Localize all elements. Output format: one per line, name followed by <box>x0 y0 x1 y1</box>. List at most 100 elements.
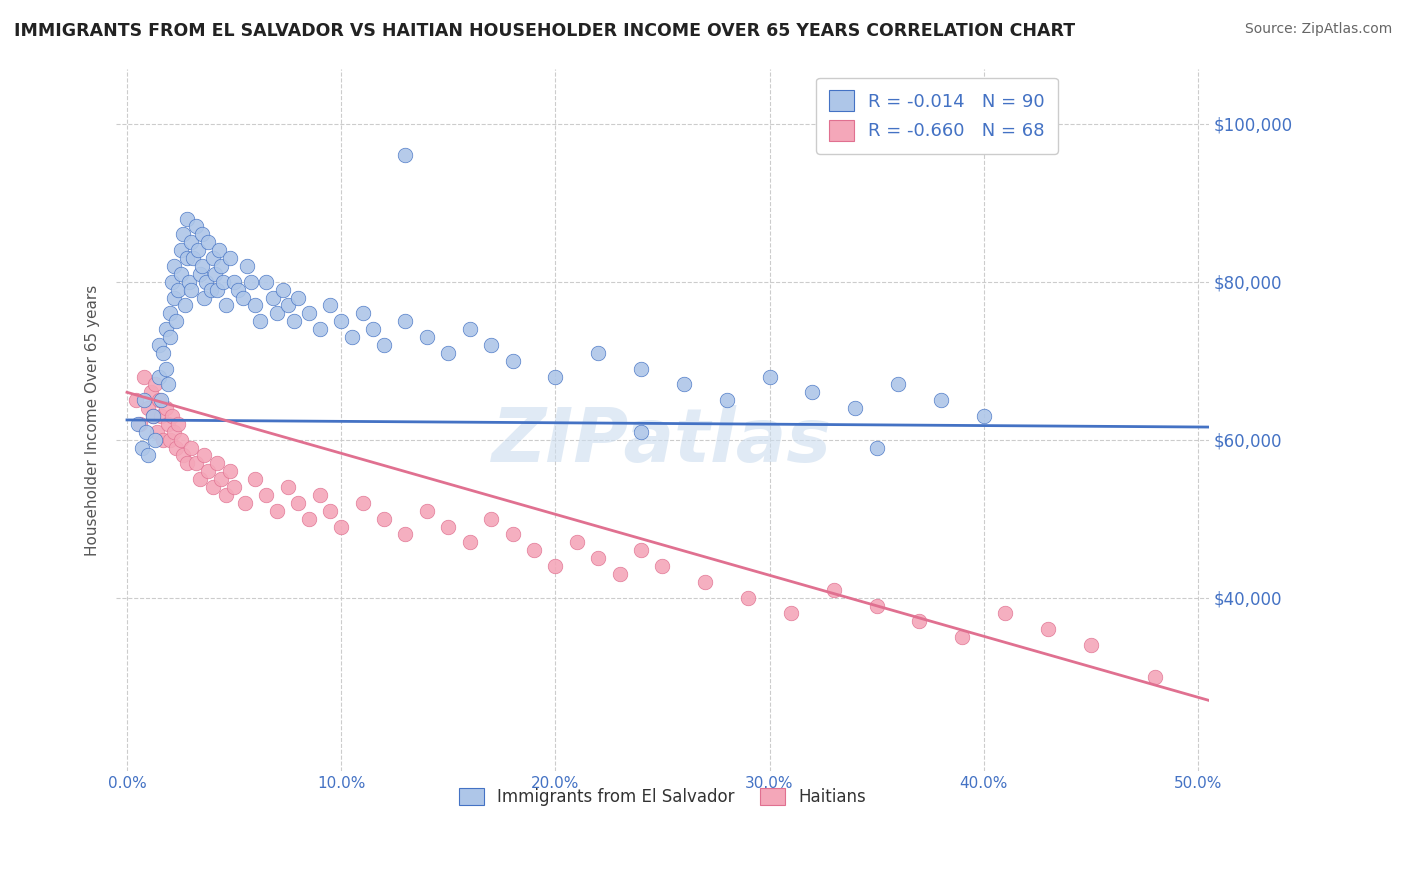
Point <box>177 275 200 289</box>
Point <box>1080 638 1102 652</box>
Point <box>148 393 170 408</box>
Point <box>586 346 609 360</box>
Point <box>340 330 363 344</box>
Point <box>887 377 910 392</box>
Point <box>143 433 166 447</box>
Point <box>458 535 481 549</box>
Point <box>502 353 524 368</box>
Point <box>156 417 179 431</box>
Point <box>184 219 207 234</box>
Y-axis label: Householder Income Over 65 years: Householder Income Over 65 years <box>86 285 100 556</box>
Point <box>308 322 330 336</box>
Point <box>138 401 160 416</box>
Point <box>437 346 460 360</box>
Point <box>195 275 218 289</box>
Point <box>232 291 254 305</box>
Point <box>143 377 166 392</box>
Point <box>167 417 190 431</box>
Point <box>245 472 267 486</box>
Text: ZIPatlas: ZIPatlas <box>492 405 832 477</box>
Point <box>1144 670 1167 684</box>
Point <box>201 480 224 494</box>
Point <box>245 298 267 312</box>
Point <box>609 566 631 581</box>
Point <box>180 441 202 455</box>
Point <box>180 283 202 297</box>
Point <box>163 291 186 305</box>
Point <box>929 393 952 408</box>
Point <box>716 393 738 408</box>
Point <box>212 275 235 289</box>
Point <box>139 385 162 400</box>
Point <box>218 251 240 265</box>
Point <box>183 251 205 265</box>
Point <box>124 393 146 408</box>
Point <box>148 338 170 352</box>
Point <box>193 449 215 463</box>
Point <box>266 504 288 518</box>
Point <box>249 314 271 328</box>
Point <box>134 369 156 384</box>
Point <box>173 298 195 312</box>
Point <box>544 369 567 384</box>
Point <box>155 401 177 416</box>
Point <box>150 409 173 423</box>
Point <box>152 433 174 447</box>
Point <box>201 251 224 265</box>
Point <box>169 433 191 447</box>
Point <box>865 441 887 455</box>
Point <box>586 551 609 566</box>
Point <box>283 314 305 328</box>
Point <box>188 472 211 486</box>
Point <box>1036 622 1059 636</box>
Point <box>544 559 567 574</box>
Point <box>209 259 232 273</box>
Point <box>200 283 222 297</box>
Point <box>150 393 173 408</box>
Point <box>187 243 209 257</box>
Point <box>298 511 321 525</box>
Point <box>193 291 215 305</box>
Point <box>222 275 245 289</box>
Point <box>394 527 416 541</box>
Point <box>523 543 546 558</box>
Point <box>273 283 295 297</box>
Point <box>208 243 231 257</box>
Point <box>458 322 481 336</box>
Point <box>152 346 174 360</box>
Text: Source: ZipAtlas.com: Source: ZipAtlas.com <box>1244 22 1392 37</box>
Point <box>908 615 931 629</box>
Point <box>565 535 588 549</box>
Point <box>169 267 191 281</box>
Point <box>163 425 186 439</box>
Point <box>205 283 228 297</box>
Point <box>165 314 187 328</box>
Point <box>209 472 232 486</box>
Point <box>298 306 321 320</box>
Point <box>437 519 460 533</box>
Point <box>801 385 824 400</box>
Point <box>502 527 524 541</box>
Point <box>233 496 256 510</box>
Point <box>180 235 202 250</box>
Point <box>142 409 165 423</box>
Point <box>142 409 165 423</box>
Point <box>672 377 695 392</box>
Point <box>844 401 866 416</box>
Point <box>222 480 245 494</box>
Point <box>950 630 973 644</box>
Point <box>134 393 156 408</box>
Point <box>287 496 309 510</box>
Point <box>197 464 219 478</box>
Point <box>266 306 288 320</box>
Point <box>973 409 995 423</box>
Point <box>630 425 652 439</box>
Point <box>254 275 277 289</box>
Point <box>330 519 353 533</box>
Point <box>319 298 342 312</box>
Point <box>167 283 190 297</box>
Point <box>146 425 169 439</box>
Point <box>156 377 179 392</box>
Point <box>159 433 181 447</box>
Point <box>228 283 250 297</box>
